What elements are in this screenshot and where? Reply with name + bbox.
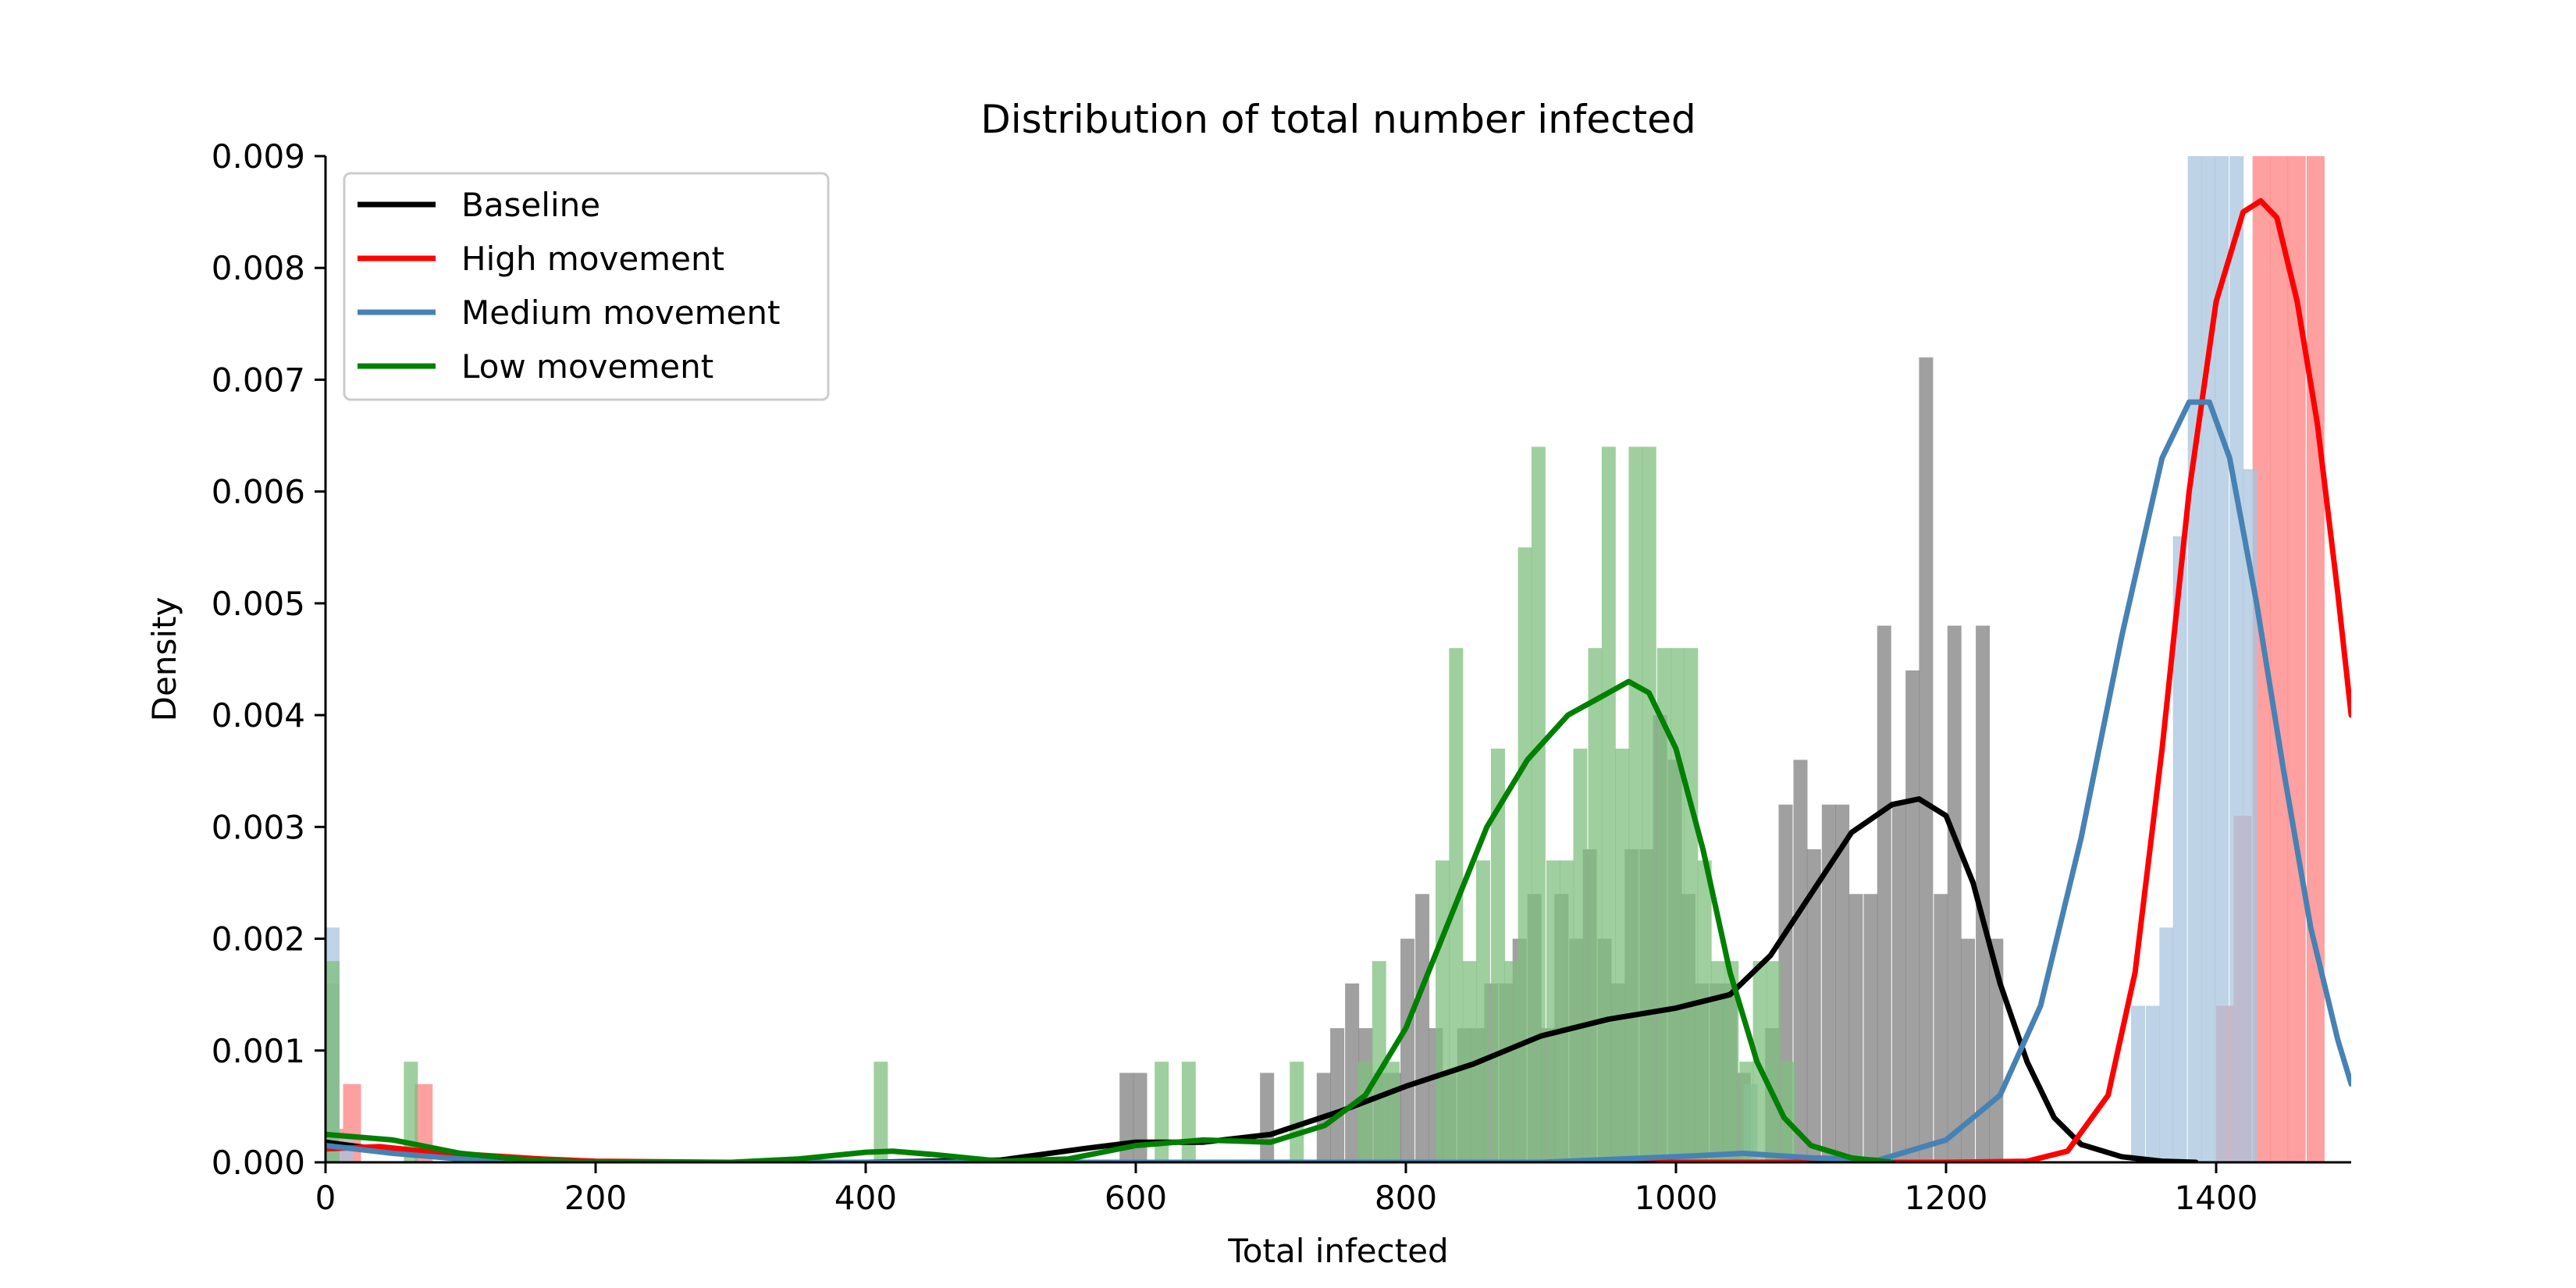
- hist-bar: [326, 961, 340, 1162]
- hist-bar: [1766, 961, 1781, 1162]
- hist-bar: [2287, 156, 2306, 1162]
- y-tick-label: 0.008: [212, 249, 305, 287]
- hist-bar: [1531, 447, 1546, 1162]
- hist-bar: [1345, 983, 1360, 1162]
- hist-bar: [1863, 894, 1878, 1162]
- hist-bar: [1684, 648, 1699, 1162]
- hist-bar: [1989, 938, 2004, 1162]
- hist-bar: [1601, 447, 1616, 1162]
- y-tick-label: 0.002: [212, 920, 305, 959]
- hist-bar: [1976, 625, 1991, 1162]
- hist-bar: [1330, 1028, 1345, 1162]
- hist-bar: [2215, 156, 2229, 1162]
- hist-bar: [2243, 469, 2258, 1162]
- hist-bar: [1386, 1062, 1400, 1162]
- hist-bar: [1546, 860, 1560, 1162]
- hist-bar: [1891, 804, 1906, 1162]
- hist-bar: [873, 1062, 888, 1162]
- histogram-bars: [326, 156, 2325, 1162]
- chart-title: Distribution of total number infected: [980, 97, 1695, 142]
- y-axis-label: Density: [145, 597, 183, 722]
- legend-label: Low movement: [461, 347, 713, 386]
- hist-bar: [1400, 938, 1415, 1162]
- hist-bar: [1848, 894, 1863, 1162]
- hist-bar: [1372, 961, 1386, 1162]
- hist-bar: [2172, 535, 2187, 1162]
- hist-bar: [2270, 156, 2289, 1162]
- kde-line: [326, 796, 2199, 1162]
- hist-bar: [1670, 648, 1685, 1162]
- axes: 0 200 400 600 800 1000 1200 1400 0.000 0.001 0.002…: [212, 137, 2351, 1217]
- y-tick-label: 0.009: [212, 137, 305, 176]
- hist-bar: [1961, 938, 1976, 1162]
- legend-label: High movement: [461, 240, 724, 278]
- hist-bar: [1781, 1062, 1795, 1162]
- hist-bar: [1462, 961, 1477, 1162]
- hist-bar: [1475, 860, 1490, 1162]
- hist-bar: [1588, 648, 1603, 1162]
- hist-bar: [1119, 1073, 1134, 1162]
- hist-bar: [1155, 1062, 1169, 1162]
- hist-bar: [1806, 849, 1821, 1162]
- y-tick-label: 0.006: [212, 473, 305, 511]
- legend: Baseline High movement Medium movement Low …: [343, 172, 830, 401]
- legend-frame: [343, 172, 830, 401]
- hist-bar: [2131, 1005, 2146, 1162]
- x-tick-label: 1000: [1635, 1179, 1718, 1217]
- y-tick-label: 0.005: [212, 585, 305, 623]
- hist-bar: [1697, 860, 1712, 1162]
- x-axis-label: Total infected: [1227, 1232, 1448, 1270]
- hist-bar: [1710, 961, 1725, 1162]
- x-tick-label: 800: [1375, 1179, 1437, 1217]
- hist-bar: [1835, 804, 1850, 1162]
- legend-label: Baseline: [461, 186, 600, 224]
- hist-bar: [1724, 961, 1739, 1162]
- hist-bar: [1436, 860, 1450, 1162]
- y-tick-label: 0.003: [212, 808, 305, 846]
- x-tick-label: 200: [564, 1179, 627, 1217]
- hist-bar: [1739, 1062, 1754, 1162]
- hist-bar: [1517, 547, 1532, 1162]
- hist-bar: [1642, 447, 1656, 1162]
- hist-bar: [1628, 447, 1643, 1162]
- y-tick-label: 0.001: [212, 1032, 305, 1070]
- hist-bar: [1560, 860, 1574, 1162]
- legend-label: Medium movement: [461, 294, 780, 332]
- hist-bar: [1656, 648, 1671, 1162]
- hist-bar: [1181, 1062, 1196, 1162]
- hist-bar: [1573, 749, 1588, 1162]
- hist-bar: [1793, 760, 1808, 1162]
- hist-bar: [2146, 1005, 2161, 1162]
- hist-bar: [1919, 357, 1934, 1162]
- hist-bar: [1934, 894, 1948, 1162]
- hist-bar: [1615, 749, 1630, 1162]
- hist-bar: [2187, 156, 2202, 1162]
- hist-bar: [404, 1062, 418, 1162]
- hist-bar: [1504, 961, 1519, 1162]
- x-tick-label: 0: [315, 1179, 336, 1217]
- y-tick-label: 0.004: [212, 696, 305, 735]
- hist-bar: [1877, 625, 1891, 1162]
- x-tick-label: 600: [1105, 1179, 1167, 1217]
- y-tick-label: 0.000: [212, 1144, 305, 1182]
- hist-bar: [2159, 927, 2174, 1162]
- x-tick-label: 400: [834, 1179, 897, 1217]
- hist-bar: [1260, 1073, 1275, 1162]
- hist-bar: [1133, 1073, 1147, 1162]
- hist-bar: [1290, 1062, 1304, 1162]
- hist-bar: [1415, 894, 1430, 1162]
- hist-bar: [1357, 1062, 1372, 1162]
- hist-bar: [2306, 156, 2325, 1162]
- hist-bar: [1905, 670, 1920, 1162]
- hist-bar: [1490, 749, 1505, 1162]
- y-tick-label: 0.007: [212, 361, 305, 399]
- x-tick-label: 1200: [1905, 1179, 1988, 1217]
- hist-bar: [1821, 804, 1836, 1162]
- hist-bar: [2229, 156, 2244, 1162]
- x-tick-label: 1400: [2175, 1179, 2258, 1217]
- hist-bar: [1947, 625, 1962, 1162]
